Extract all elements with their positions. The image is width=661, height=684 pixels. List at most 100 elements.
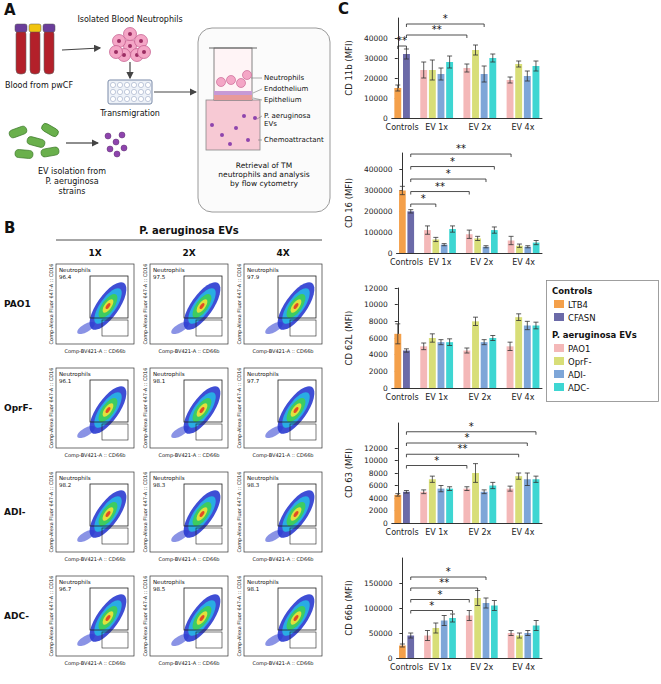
svg-text:98.2: 98.2 — [59, 482, 71, 488]
svg-text:*: * — [446, 168, 451, 179]
svg-text:Comp-BV421-A :: CD66b: Comp-BV421-A :: CD66b — [158, 556, 219, 563]
svg-text:4X: 4X — [276, 248, 289, 258]
svg-text:*: * — [443, 13, 448, 24]
svg-text:Comp-BV421-A :: CD66b: Comp-BV421-A :: CD66b — [158, 452, 219, 459]
svg-text:98.3: 98.3 — [247, 482, 260, 488]
svg-text:B: B — [4, 219, 15, 237]
svg-text:Blood from pwCF: Blood from pwCF — [5, 81, 73, 90]
svg-text:Neutrophils: Neutrophils — [59, 267, 91, 274]
svg-text:*: * — [469, 421, 474, 432]
svg-text:98.1: 98.1 — [247, 586, 259, 592]
svg-text:Neutrophils: Neutrophils — [59, 371, 91, 378]
svg-text:EVs: EVs — [264, 120, 277, 128]
svg-text:Neutrophils: Neutrophils — [247, 579, 279, 586]
svg-text:Comp-Alexa Fluor 647-A :: CD16: Comp-Alexa Fluor 647-A :: CD16 — [48, 368, 55, 449]
svg-text:A: A — [4, 1, 16, 19]
svg-text:CD 16 (MFI): CD 16 (MFI) — [344, 178, 354, 228]
svg-text:2000: 2000 — [369, 367, 388, 376]
svg-text:0: 0 — [383, 519, 388, 528]
svg-text:Neutrophils: Neutrophils — [247, 267, 279, 274]
svg-text:Isolated Blood Neutrophils: Isolated Blood Neutrophils — [77, 15, 182, 24]
svg-text:LTB4: LTB4 — [568, 300, 588, 310]
svg-text:**: ** — [458, 443, 468, 454]
svg-text:Comp-BV421-A :: CD66b: Comp-BV421-A :: CD66b — [64, 348, 125, 355]
svg-text:150000: 150000 — [364, 579, 393, 588]
svg-text:10000: 10000 — [364, 300, 388, 309]
svg-text:EV 2x: EV 2x — [470, 258, 493, 267]
svg-text:EV 2x: EV 2x — [470, 663, 493, 672]
svg-text:Comp-Alexa Fluor 647-A :: CD16: Comp-Alexa Fluor 647-A :: CD16 — [236, 472, 243, 553]
svg-text:98.3: 98.3 — [153, 482, 166, 488]
svg-text:strains: strains — [59, 187, 86, 196]
svg-text:Comp-BV421-A :: CD66b: Comp-BV421-A :: CD66b — [64, 556, 125, 563]
svg-text:P. aeruginosa EVs: P. aeruginosa EVs — [139, 225, 239, 236]
svg-text:96.1: 96.1 — [59, 378, 71, 384]
svg-text:98.5: 98.5 — [153, 586, 166, 592]
svg-text:Comp-BV421-A :: CD66b: Comp-BV421-A :: CD66b — [158, 348, 219, 355]
svg-text:EV 4x: EV 4x — [512, 393, 535, 402]
svg-text:Comp-Alexa Fluor 647-A :: CD16: Comp-Alexa Fluor 647-A :: CD16 — [236, 576, 243, 657]
svg-text:400000: 400000 — [364, 165, 393, 174]
svg-text:30000: 30000 — [364, 54, 388, 63]
svg-text:EV 2x: EV 2x — [468, 393, 491, 402]
svg-text:EV isolation from: EV isolation from — [38, 167, 106, 176]
svg-text:*: * — [446, 566, 451, 577]
svg-text:Comp-BV421-A :: CD66b: Comp-BV421-A :: CD66b — [158, 660, 219, 667]
svg-text:Chemoattractant: Chemoattractant — [264, 136, 324, 144]
svg-text:4000: 4000 — [369, 350, 388, 359]
svg-text:*: * — [438, 589, 443, 600]
svg-text:Neutrophils: Neutrophils — [264, 74, 305, 82]
svg-text:Comp-Alexa Fluor 647-A :: CD16: Comp-Alexa Fluor 647-A :: CD16 — [236, 368, 243, 449]
svg-text:Comp-BV421-A :: CD66b: Comp-BV421-A :: CD66b — [64, 660, 125, 667]
svg-text:Controls: Controls — [390, 663, 423, 672]
svg-text:EV 1x: EV 1x — [429, 258, 452, 267]
svg-text:2X: 2X — [182, 248, 195, 258]
svg-text:100000: 100000 — [364, 228, 393, 237]
svg-text:Comp-BV421-A :: CD66b: Comp-BV421-A :: CD66b — [64, 452, 125, 459]
svg-text:Controls: Controls — [386, 528, 419, 537]
svg-text:Neutrophils: Neutrophils — [247, 475, 279, 482]
svg-text:12000: 12000 — [364, 444, 388, 453]
svg-text:PAO1: PAO1 — [4, 299, 31, 309]
svg-text:Controls: Controls — [386, 393, 419, 402]
svg-text:0: 0 — [388, 654, 393, 663]
svg-text:EV 1x: EV 1x — [425, 123, 448, 132]
svg-text:EV 2x: EV 2x — [468, 123, 491, 132]
svg-text:Controls: Controls — [386, 123, 419, 132]
svg-text:Transmigration: Transmigration — [99, 109, 160, 118]
svg-text:8000: 8000 — [369, 317, 388, 326]
svg-text:Neutrophils: Neutrophils — [59, 475, 91, 482]
svg-text:PAO1: PAO1 — [568, 344, 590, 354]
svg-text:1X: 1X — [88, 248, 101, 258]
svg-text:P. aeruginosa EVs: P. aeruginosa EVs — [552, 330, 637, 340]
svg-text:P. aeruginosa: P. aeruginosa — [264, 112, 311, 120]
svg-text:Comp-Alexa Fluor 647-A :: CD16: Comp-Alexa Fluor 647-A :: CD16 — [142, 576, 149, 657]
svg-text:EV 4x: EV 4x — [512, 528, 535, 537]
svg-text:Neutrophils: Neutrophils — [153, 475, 185, 482]
svg-text:**: ** — [439, 577, 449, 588]
svg-text:**: ** — [432, 24, 442, 35]
svg-text:CD 63 (MFI): CD 63 (MFI) — [344, 448, 354, 498]
svg-text:Neutrophils: Neutrophils — [247, 371, 279, 378]
svg-text:Comp-Alexa Fluor 647-A :: CD16: Comp-Alexa Fluor 647-A :: CD16 — [48, 472, 55, 553]
svg-text:8000: 8000 — [369, 469, 388, 478]
svg-text:OprF-: OprF- — [4, 403, 32, 413]
svg-text:Endothelium: Endothelium — [264, 85, 308, 93]
svg-text:10000: 10000 — [364, 94, 388, 103]
svg-text:40000: 40000 — [364, 34, 388, 43]
svg-text:*: * — [434, 455, 439, 466]
svg-text:EV 1x: EV 1x — [429, 663, 452, 672]
svg-text:EV 4x: EV 4x — [512, 123, 535, 132]
svg-text:*: * — [464, 432, 469, 443]
svg-text:12000: 12000 — [364, 284, 388, 293]
svg-text:Comp-BV421-A :: CD66b: Comp-BV421-A :: CD66b — [252, 348, 313, 355]
svg-text:Controls: Controls — [552, 286, 592, 296]
svg-text:EV 4x: EV 4x — [512, 258, 535, 267]
svg-text:**: ** — [456, 143, 466, 154]
svg-text:neutrophils and analysis: neutrophils and analysis — [218, 170, 309, 179]
svg-text:Comp-Alexa Fluor 647-A :: CD16: Comp-Alexa Fluor 647-A :: CD16 — [142, 368, 149, 449]
svg-text:**: ** — [435, 181, 445, 192]
svg-text:Comp-Alexa Fluor 647-A :: CD16: Comp-Alexa Fluor 647-A :: CD16 — [142, 264, 149, 345]
svg-text:300000: 300000 — [364, 186, 393, 195]
svg-text:6000: 6000 — [369, 334, 388, 343]
